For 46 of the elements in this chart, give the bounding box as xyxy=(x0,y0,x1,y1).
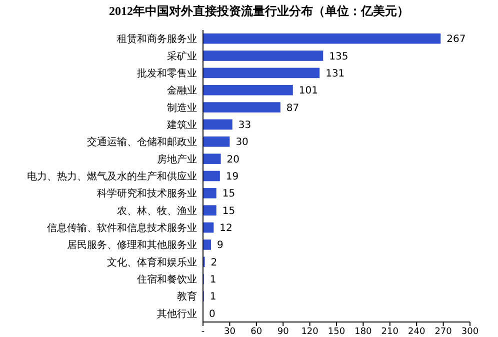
x-tick-label: 210 xyxy=(381,327,399,337)
data-label: 20 xyxy=(226,154,240,166)
y-tick-label: 房地产业 xyxy=(157,153,197,166)
data-label: 101 xyxy=(298,86,318,97)
y-tick-label: 文化、体育和娱乐业 xyxy=(107,256,197,268)
chart-title: 2012年中国对外直接投资流量行业分布（单位：亿美元） xyxy=(109,4,409,18)
y-tick-label: 交通运输、仓储和邮政业 xyxy=(87,136,197,148)
data-label: 0 xyxy=(209,308,216,320)
data-label: 9 xyxy=(217,240,224,252)
x-tick-label: 240 xyxy=(408,327,426,337)
x-tick-label: 90 xyxy=(277,327,290,337)
data-label: 267 xyxy=(446,34,466,46)
y-tick-label: 制造业 xyxy=(167,102,197,114)
data-label: 15 xyxy=(222,188,236,200)
data-label: 30 xyxy=(236,137,248,148)
data-label: 87 xyxy=(286,102,300,114)
x-tick-label: 120 xyxy=(301,327,319,337)
data-label: 1 xyxy=(210,274,216,286)
y-tick-label: 教育 xyxy=(177,290,197,303)
y-tick-label: 信息传输、软件和信息技术服务业 xyxy=(47,222,197,234)
y-tick-label: 采矿业 xyxy=(167,50,197,62)
data-label: 1 xyxy=(210,292,216,303)
x-tick-label: 270 xyxy=(434,327,452,337)
x-tick-label: - xyxy=(201,327,205,337)
y-tick-label: 金融业 xyxy=(167,84,197,97)
y-tick-label: 电力、热力、燃气及水的生产和供应业 xyxy=(27,170,197,182)
x-tick-label: 300 xyxy=(461,327,479,337)
y-tick-label: 科学研究和技术服务业 xyxy=(97,188,197,200)
data-label: 33 xyxy=(238,120,252,131)
x-tick-label: 150 xyxy=(328,327,346,337)
data-label: 135 xyxy=(329,51,348,62)
x-tick-label: 60 xyxy=(250,327,262,337)
y-tick-label: 建筑业 xyxy=(166,118,197,131)
x-tick-label: 180 xyxy=(354,327,372,337)
data-label: 19 xyxy=(226,172,239,182)
y-tick-label: 其他行业 xyxy=(157,308,197,320)
y-tick-label: 租赁和商务服务业 xyxy=(117,33,197,46)
x-tick-label: 30 xyxy=(224,327,236,337)
data-label: 2 xyxy=(210,257,218,268)
data-label: 15 xyxy=(222,206,236,217)
y-tick-label: 批发和零售业 xyxy=(137,67,197,80)
y-tick-label: 农、林、牧、渔业 xyxy=(117,204,197,217)
y-tick-label: 住宿和餐饮业 xyxy=(137,274,197,286)
data-label: 131 xyxy=(326,68,345,80)
y-tick-label: 居民服务、修理和其他服务业 xyxy=(67,239,197,252)
data-label: 12 xyxy=(220,223,232,234)
